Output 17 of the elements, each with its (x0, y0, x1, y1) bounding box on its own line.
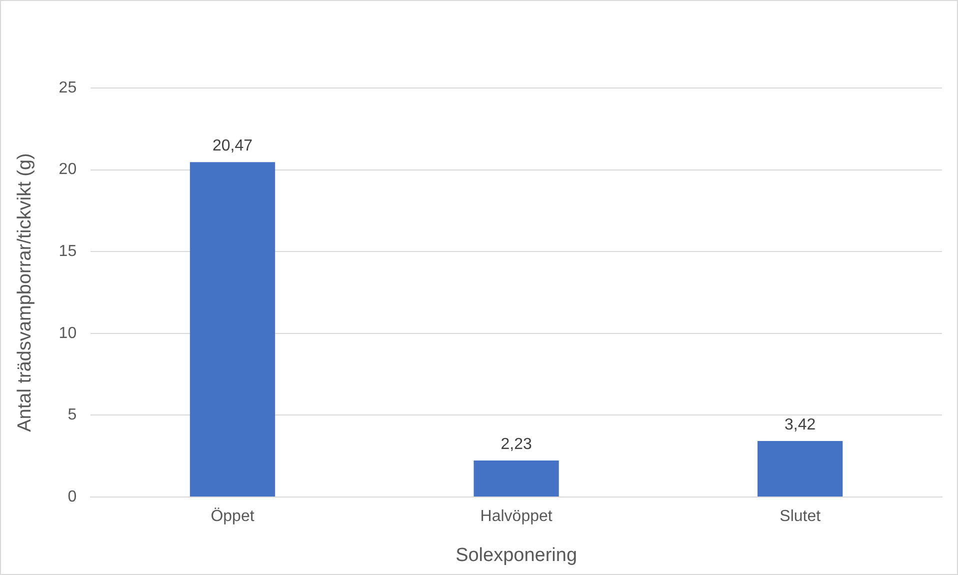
bar (474, 460, 559, 496)
x-axis-title: Solexponering (456, 544, 578, 566)
y-tick-label: 20 (58, 161, 77, 178)
y-tick-label: 25 (58, 79, 77, 96)
bar (190, 162, 276, 496)
y-axis-title: Antal trädsvampborrar/tickvikt (g) (14, 153, 36, 432)
data-label: 2,23 (500, 436, 532, 453)
bar (758, 441, 843, 496)
y-tick-label: 0 (68, 488, 77, 506)
x-tick-label: Slutet (780, 508, 822, 526)
y-tick-label: 5 (68, 406, 77, 424)
data-label: 3,42 (784, 416, 816, 434)
x-tick-label: Öppet (210, 507, 255, 526)
x-tick-label: Halvöppet (480, 508, 553, 526)
y-tick-label: 10 (58, 324, 77, 342)
data-label: 20,47 (212, 138, 253, 155)
y-tick-label: 15 (58, 243, 77, 260)
